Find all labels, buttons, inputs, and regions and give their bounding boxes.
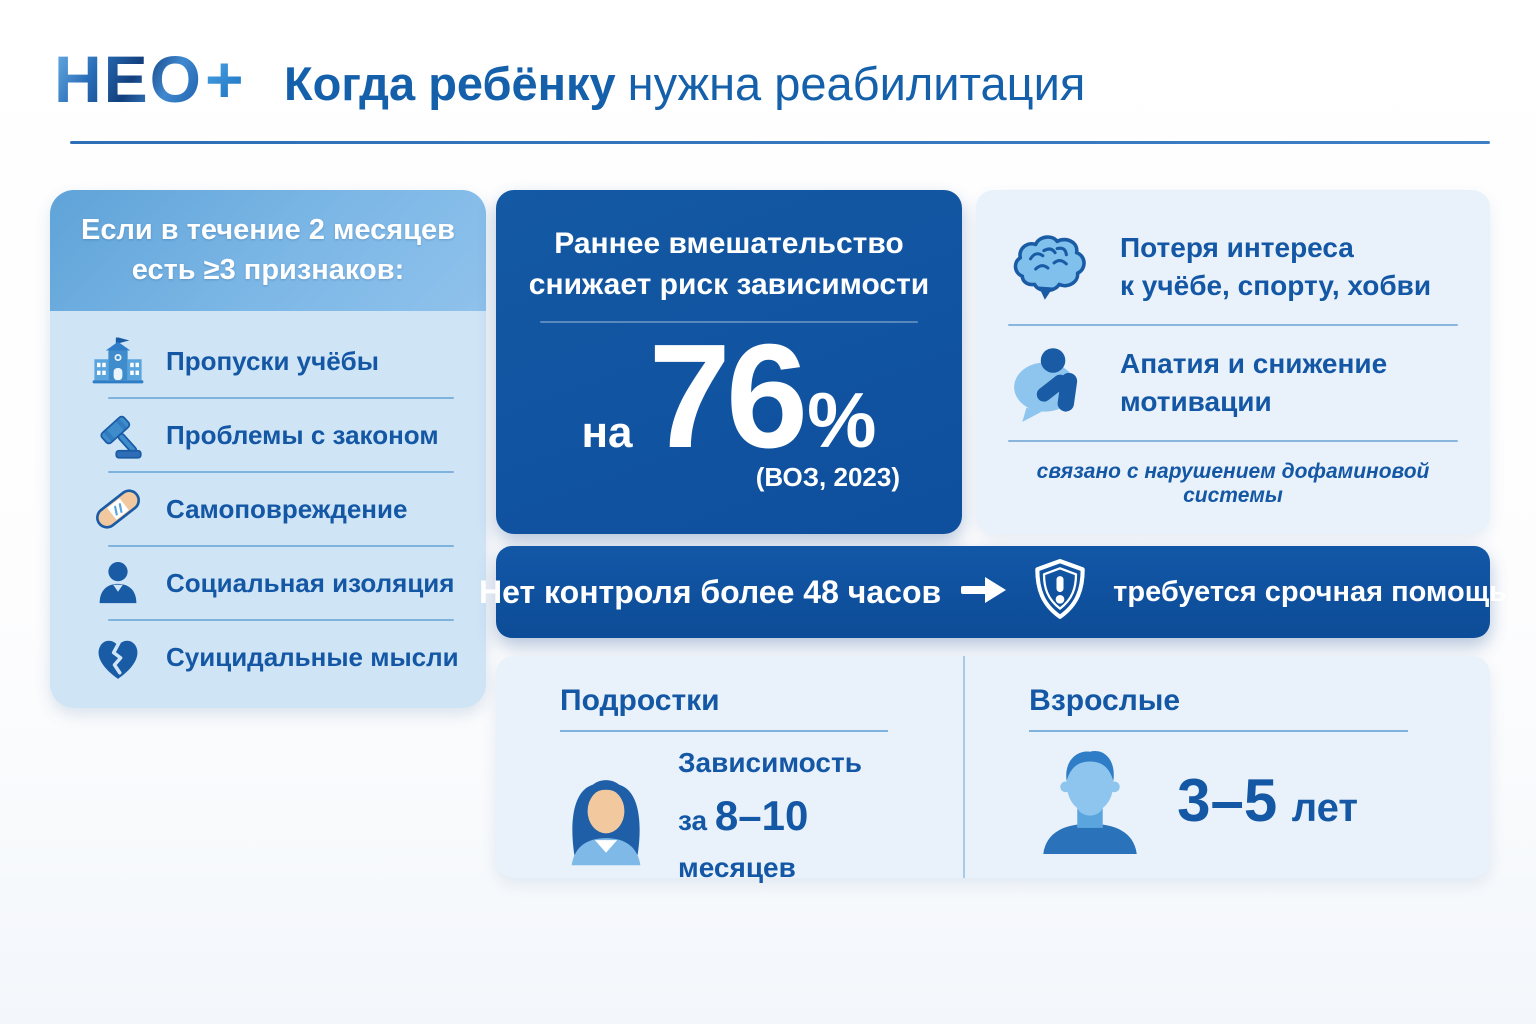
criteria-item-label: Социальная изоляция xyxy=(166,567,455,598)
stat-heading: Раннее вмешательство снижает риск зависи… xyxy=(496,224,962,305)
logo: НЕО + xyxy=(54,46,246,112)
symptom-line2: к учёбе, спорту, хобви xyxy=(1120,270,1432,301)
adults-section: Взрослые 3–5 лет xyxy=(963,656,1490,878)
symptom-divider xyxy=(1008,440,1458,442)
criteria-divider xyxy=(108,471,454,473)
stat-source: (ВОЗ, 2023) xyxy=(755,462,900,493)
page-title-bold: Когда ребёнку xyxy=(284,57,616,110)
criteria-list: Пропуски учёбы Проблемы с закон xyxy=(50,311,486,693)
teens-value-prefix: за xyxy=(678,805,708,836)
criteria-item-law: Проблемы с законом xyxy=(90,399,458,471)
logo-plus-icon: + xyxy=(205,42,246,116)
symptom-divider xyxy=(1008,324,1458,326)
stat-heading-line1: Раннее вмешательство xyxy=(554,227,904,260)
symptom-text: Потеря интереса к учёбе, спорту, хобви xyxy=(1120,229,1431,305)
symptom-note: связано с нарушением дофаминовой системы xyxy=(1036,460,1430,507)
page-title-regular: нужна реабилитация xyxy=(627,57,1086,110)
criteria-item-label: Самоповреждение xyxy=(166,493,408,524)
teens-content: Зависимость за 8–10 месяцев xyxy=(560,742,933,889)
header-divider xyxy=(70,141,1490,144)
criteria-panel: Если в течение 2 месяцев есть ≥3 признак… xyxy=(50,190,486,708)
criteria-heading-line1: Если в течение 2 месяцев xyxy=(81,214,455,247)
alert-banner: Нет контроля более 48 часов требуется ср… xyxy=(479,546,1507,638)
stat-panel: Раннее вмешательство снижает риск зависи… xyxy=(496,190,962,534)
teens-text: Зависимость за 8–10 месяцев xyxy=(678,742,933,889)
stat-divider xyxy=(540,321,918,323)
criteria-item-label: Суицидальные мысли xyxy=(166,641,459,672)
adult-man-avatar xyxy=(1029,742,1151,859)
person-icon xyxy=(90,555,146,611)
teens-line2: за 8–10 месяцев xyxy=(678,784,933,889)
adults-text: 3–5 лет xyxy=(1177,766,1358,835)
adults-heading: Взрослые xyxy=(1029,684,1409,732)
criteria-item-label: Проблемы с законом xyxy=(166,419,439,450)
timeline-panel: Подростки Зависимость за 8–10 xyxy=(496,656,1490,883)
criteria-heading-line2: есть ≥3 признаков: xyxy=(131,253,405,286)
teens-value: 8–10 xyxy=(714,792,809,839)
adults-content: 3–5 лет xyxy=(1029,742,1460,859)
alert-condition: Нет контроля более 48 часов xyxy=(479,573,942,610)
adults-suffix: лет xyxy=(1291,786,1358,830)
criteria-item-isolation: Социальная изоляция xyxy=(90,547,458,619)
school-icon xyxy=(90,333,146,389)
teen-girl-avatar xyxy=(560,760,652,871)
shield-exclamation-icon xyxy=(1027,557,1093,628)
criteria-item-suicidal: Суицидальные мысли xyxy=(90,621,459,693)
criteria-item-label: Пропуски учёбы xyxy=(166,345,379,376)
stat-value-unit: % xyxy=(807,376,877,464)
criteria-divider xyxy=(108,619,454,621)
symptom-item-apathy: Апатия и снижение мотивации xyxy=(1008,330,1458,436)
criteria-divider xyxy=(108,545,454,547)
right-arrow-icon xyxy=(961,575,1007,610)
symptom-line2: мотивации xyxy=(1120,386,1272,417)
symptoms-panel: Потеря интереса к учёбе, спорту, хобви А… xyxy=(976,190,1490,534)
bandage-icon xyxy=(90,481,146,537)
symptom-item-interest-loss: Потеря интереса к учёбе, спорту, хобви xyxy=(1008,214,1458,320)
logo-text: НЕО xyxy=(54,42,204,116)
teens-heading: Подростки xyxy=(560,684,889,732)
symptom-line1: Потеря интереса xyxy=(1120,232,1354,264)
page-title: Когда ребёнку нужна реабилитация xyxy=(284,56,1085,112)
stat-value: 76 xyxy=(648,314,809,479)
apathy-icon xyxy=(1008,342,1094,424)
stat-value-prefix: на xyxy=(581,408,633,457)
criteria-item-selfharm: Самоповреждение xyxy=(90,473,458,545)
teens-line1: Зависимость xyxy=(678,747,862,778)
broken-heart-icon xyxy=(90,629,146,685)
criteria-heading: Если в течение 2 месяцев есть ≥3 признак… xyxy=(50,190,486,311)
symptom-line1: Апатия и снижение xyxy=(1120,348,1388,380)
gavel-icon xyxy=(90,407,146,463)
brain-icon xyxy=(1008,228,1094,306)
alert-action: требуется срочная помощь xyxy=(1113,575,1507,608)
stat-heading-line2: снижает риск зависимости xyxy=(528,267,930,301)
adults-value: 3–5 xyxy=(1177,767,1278,834)
stat-value-row: на 76 % xyxy=(496,314,962,479)
criteria-divider xyxy=(108,397,454,399)
criteria-item-school: Пропуски учёбы xyxy=(90,325,458,397)
teens-section: Подростки Зависимость за 8–10 xyxy=(496,656,963,883)
symptom-text: Апатия и снижение мотивации xyxy=(1120,345,1387,421)
teens-value-suffix: месяцев xyxy=(678,852,796,883)
